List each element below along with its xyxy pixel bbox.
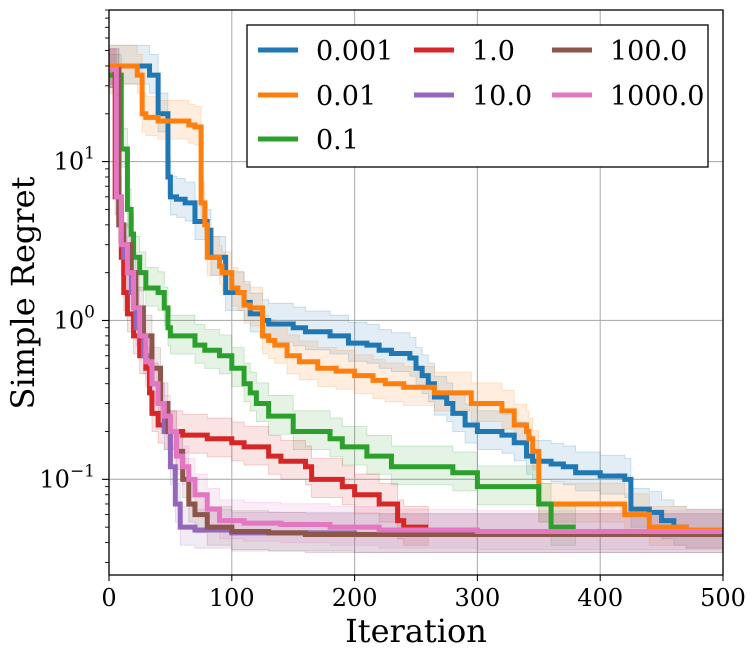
legend-item-100.0: 100.0: [552, 36, 687, 67]
x-tick-label: 0: [101, 584, 116, 612]
legend-item-0.1: 0.1: [258, 125, 359, 156]
legend-item-1.0: 1.0: [414, 36, 515, 67]
line-0.001: [109, 63, 723, 533]
y-tick-label: 10−1: [39, 461, 95, 493]
legend-label: 0.001: [316, 36, 393, 67]
y-tick-base: 10: [39, 465, 70, 493]
x-tick-label: 300: [454, 584, 500, 612]
y-tick-base: 10: [54, 148, 85, 176]
x-tick-label: 400: [577, 584, 623, 612]
legend: 0.001 0.01 0.1 1.0 10.0 100.0 1000.0: [246, 24, 709, 168]
y-tick-exponent: 0: [84, 302, 95, 322]
legend-item-1000.0: 1000.0: [552, 81, 704, 112]
legend-label: 1000.0: [610, 81, 704, 112]
legend-label: 0.01: [316, 81, 376, 112]
line-0.1: [109, 72, 576, 530]
y-tick-label: 101: [54, 144, 95, 176]
plot-frame: [108, 9, 724, 576]
legend-item-10.0: 10.0: [414, 81, 532, 112]
x-tick-label: 500: [700, 584, 746, 612]
legend-label: 100.0: [610, 36, 687, 67]
y-axis-label: Simple Regret: [4, 176, 42, 409]
x-axis-label: Iteration: [345, 612, 487, 650]
legend-label: 1.0: [472, 36, 515, 67]
line-1.0: [109, 66, 429, 530]
line-0.01: [109, 63, 723, 533]
y-tick-exponent: 1: [84, 144, 95, 164]
x-tick-label: 200: [332, 584, 378, 612]
legend-box: [246, 24, 709, 168]
x-axis: 0 100 200 300 400 500: [101, 575, 746, 612]
legend-item-0.001: 0.001: [258, 36, 393, 67]
line-1000.0: [109, 66, 723, 534]
y-tick-exponent: −1: [70, 461, 95, 481]
y-tick-base: 10: [54, 306, 85, 334]
x-tick-label: 100: [209, 584, 255, 612]
band-0.001: [109, 44, 723, 549]
legend-item-0.01: 0.01: [258, 81, 376, 112]
legend-label: 0.1: [316, 125, 359, 156]
y-tick-label: 100: [54, 302, 95, 334]
legend-label: 10.0: [472, 81, 532, 112]
series-lines: [109, 63, 723, 537]
